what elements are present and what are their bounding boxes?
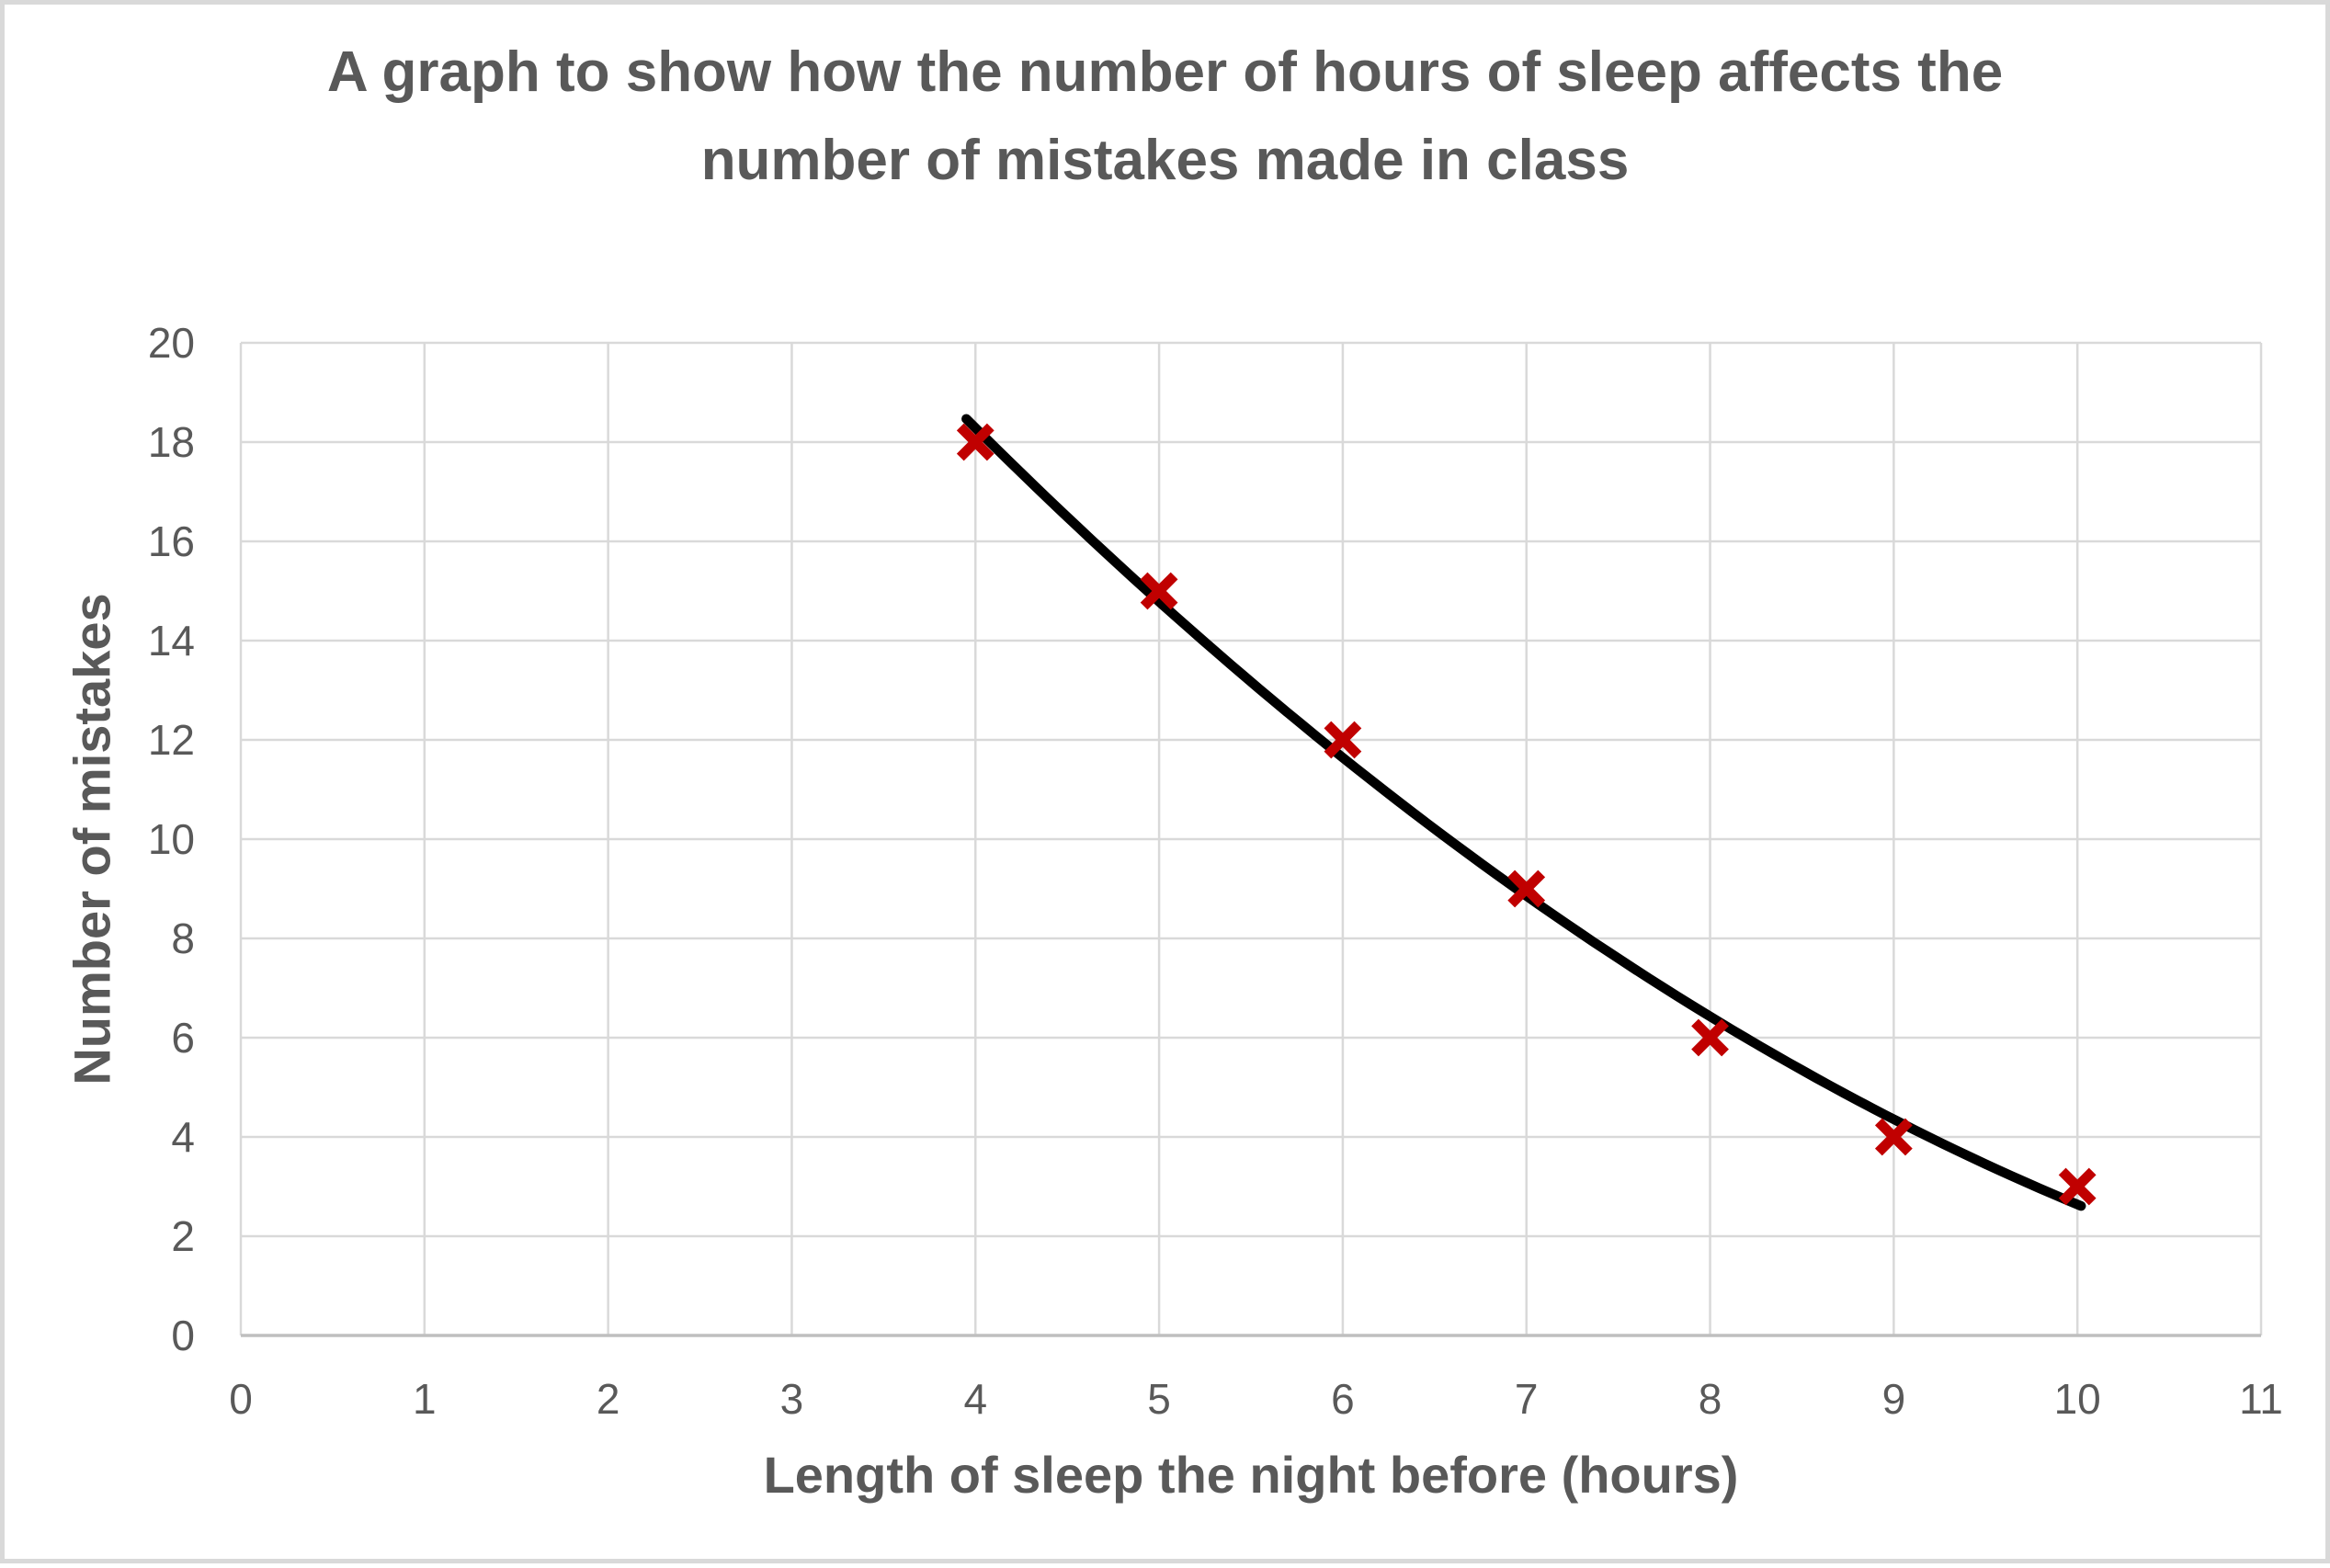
chart-title-line-1: A graph to show how the number of hours … <box>326 40 2004 104</box>
chart-title-line-2: number of mistakes made in class <box>700 129 1630 192</box>
x-tick-label: 11 <box>2239 1375 2283 1423</box>
data-point-marker <box>956 423 995 461</box>
y-tick-label: 14 <box>147 617 195 665</box>
x-tick-label: 1 <box>413 1375 437 1423</box>
x-tick-label: 10 <box>2053 1375 2101 1423</box>
x-tick-label: 0 <box>229 1375 253 1423</box>
x-tick-label: 2 <box>596 1375 620 1423</box>
y-tick-label: 10 <box>147 815 195 863</box>
x-tick-label: 6 <box>1331 1375 1355 1423</box>
y-tick-label: 12 <box>147 716 195 764</box>
x-tick-label: 4 <box>963 1375 988 1423</box>
data-point-marker <box>1140 572 1178 610</box>
plot-area <box>239 341 2263 1337</box>
data-point-marker <box>2058 1167 2097 1206</box>
y-tick-label: 20 <box>147 319 195 367</box>
y-tick-label: 4 <box>171 1113 195 1161</box>
y-tick-label: 16 <box>147 517 195 565</box>
y-tick-label: 8 <box>171 915 195 962</box>
y-tick-label: 0 <box>171 1312 195 1359</box>
x-axis-title: Length of sleep the night before (hours) <box>763 1446 1739 1504</box>
x-tick-label: 8 <box>1698 1375 1722 1423</box>
y-tick-label: 2 <box>171 1212 195 1260</box>
chart-title: A graph to show how the number of hours … <box>5 28 2325 205</box>
data-point-marker <box>1874 1118 1913 1156</box>
x-tick-label: 7 <box>1514 1375 1539 1423</box>
trendline-path <box>961 414 2086 1211</box>
x-tick-label: 3 <box>779 1375 804 1423</box>
y-tick-label: 18 <box>147 418 195 466</box>
data-point-marker <box>1691 1018 1729 1057</box>
x-tick-label: 9 <box>1881 1375 1906 1423</box>
y-tick-label: 6 <box>171 1014 195 1062</box>
data-point-marker <box>1324 721 1362 759</box>
data-point-marker <box>1507 869 1546 908</box>
x-tick-label: 5 <box>1147 1375 1171 1423</box>
